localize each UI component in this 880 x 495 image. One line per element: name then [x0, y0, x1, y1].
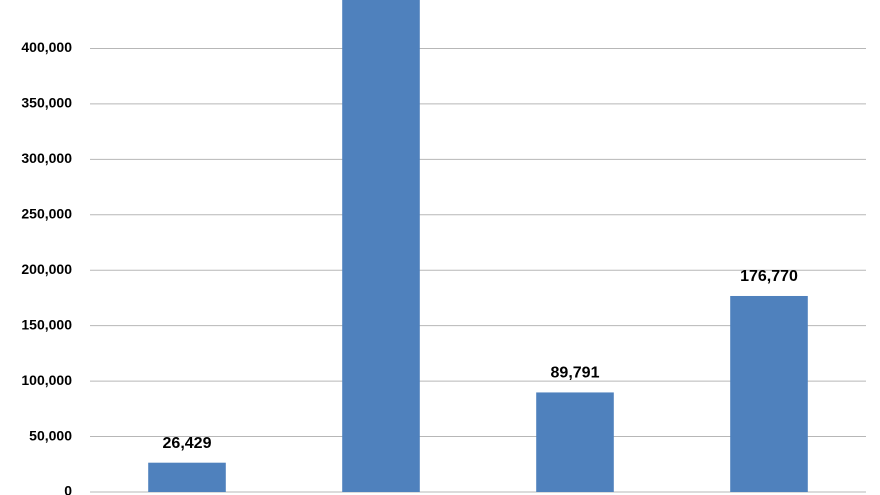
y-tick-label: 400,000 — [21, 39, 72, 55]
y-tick-label: 300,000 — [21, 150, 72, 166]
y-tick-label: 50,000 — [29, 427, 72, 443]
bar — [536, 392, 614, 492]
y-tick-label: 100,000 — [21, 372, 72, 388]
y-tick-label: 0 — [64, 483, 72, 495]
y-tick-label: 200,000 — [21, 261, 72, 277]
bar — [730, 295, 808, 492]
value-label: 176,770 — [740, 268, 798, 285]
y-tick-label: 150,000 — [21, 316, 72, 332]
bar — [342, 0, 420, 493]
y-tick-label: 350,000 — [21, 95, 72, 111]
value-label: 26,429 — [163, 435, 212, 452]
value-label: 89,791 — [551, 365, 600, 382]
bar — [148, 462, 226, 492]
y-tick-label: 250,000 — [21, 205, 72, 221]
